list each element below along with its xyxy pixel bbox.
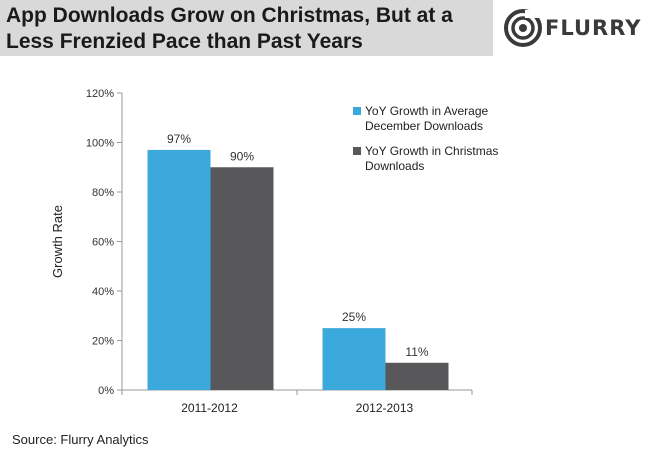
y-tick-label: 20% xyxy=(92,336,114,348)
data-label: 97% xyxy=(167,132,191,146)
data-label: 25% xyxy=(342,310,366,324)
source-note: Source: Flurry Analytics xyxy=(12,432,149,447)
y-tick-label: 60% xyxy=(92,237,114,249)
title-band: App Downloads Grow on Christmas, But at … xyxy=(0,0,493,56)
y-tick-label: 0% xyxy=(98,385,114,397)
legend-label-1: December Downloads xyxy=(365,119,483,133)
y-tick-label: 100% xyxy=(86,138,114,150)
bar-1-2012-2013 xyxy=(322,328,386,390)
legend-label-2: YoY Growth in Christmas xyxy=(365,144,498,158)
bar-2-2011-2012 xyxy=(210,167,274,390)
bar-2-2012-2013 xyxy=(385,362,449,390)
y-tick-label: 40% xyxy=(92,286,114,298)
bar-chart: 0% 20% 40% 60% 80% 100% 120% Growth Rate 97% 90% 2… xyxy=(50,88,498,415)
chart-title-line-1: App Downloads Grow on Christmas, But at … xyxy=(6,4,453,27)
chart-title-line-2: Less Frenzied Pace than Past Years xyxy=(6,30,363,53)
x-category-label: 2011-2012 xyxy=(181,401,238,415)
y-tick-label: 120% xyxy=(86,88,114,100)
legend-label-2: Downloads xyxy=(365,159,424,173)
data-label: 90% xyxy=(230,149,254,163)
bar-1-2011-2012 xyxy=(147,149,211,390)
legend-label-1: YoY Growth in Average xyxy=(365,104,489,118)
flurry-swirl-icon xyxy=(504,9,542,47)
legend-swatch-2 xyxy=(353,147,361,155)
x-category-label: 2012-2013 xyxy=(356,401,414,415)
data-label: 11% xyxy=(405,345,428,359)
legend-swatch-1 xyxy=(353,107,361,115)
flurry-logo: FLURRY xyxy=(503,8,651,48)
flurry-wordmark: FLURRY xyxy=(545,16,642,40)
y-tick-label: 80% xyxy=(92,187,114,199)
y-axis-label: Growth Rate xyxy=(50,205,65,278)
